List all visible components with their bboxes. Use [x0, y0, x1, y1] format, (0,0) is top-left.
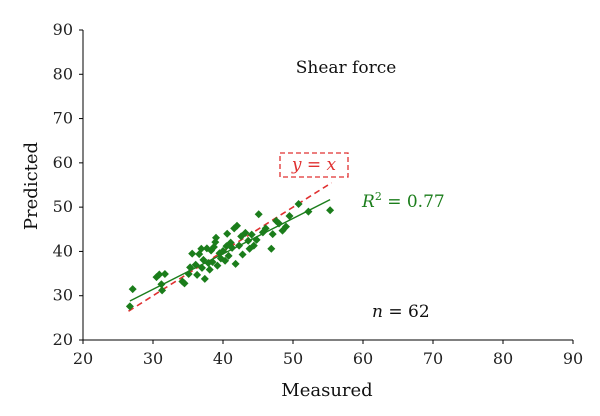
data-point: [213, 261, 222, 270]
data-point: [267, 244, 276, 253]
data-point: [158, 286, 167, 295]
data-point: [197, 244, 206, 253]
x-tick-label: 80: [493, 349, 513, 368]
data-point: [160, 270, 169, 279]
data-point: [261, 224, 270, 233]
y-tick-label: 90: [53, 20, 73, 39]
data-point: [199, 255, 208, 264]
x-axis-title: Measured: [281, 380, 372, 401]
n-symbol: n: [372, 302, 383, 322]
data-point: [128, 285, 137, 294]
data-points: [125, 200, 335, 311]
x-tick-label: 30: [143, 349, 163, 368]
data-point: [219, 246, 227, 255]
y-tick-label: 60: [53, 153, 73, 172]
data-point: [247, 230, 256, 239]
x-tick-label: 70: [423, 349, 443, 368]
y-tick-label: 80: [53, 64, 73, 83]
data-point: [200, 274, 209, 283]
data-point: [155, 270, 164, 279]
data-point: [254, 210, 263, 219]
data-point: [184, 270, 193, 279]
data-point: [228, 243, 237, 252]
data-point: [193, 270, 202, 279]
data-point: [282, 222, 290, 231]
data-point: [125, 302, 134, 311]
data-point: [326, 206, 335, 215]
data-point: [241, 228, 250, 237]
r2-value: = 0.77: [382, 192, 445, 212]
identity-label-box: [279, 152, 349, 178]
data-point: [249, 241, 258, 250]
chart-title: Shear force: [296, 58, 397, 78]
r2-symbol: R: [361, 192, 375, 212]
data-point: [180, 279, 189, 288]
y-tick-label: 70: [53, 109, 73, 128]
data-point: [157, 280, 166, 289]
identity-line-label: y = x: [291, 155, 337, 175]
x-tick-label: 40: [213, 349, 233, 368]
data-point: [238, 250, 247, 259]
data-point: [233, 221, 241, 230]
x-tick-label: 60: [353, 349, 373, 368]
x-tick-label: 20: [73, 349, 93, 368]
data-point: [212, 233, 220, 242]
n-value: = 62: [383, 302, 430, 322]
data-point: [186, 263, 195, 272]
tick-labels: 20 30 40 50 60 70 80 90 20 30 40 50 60 70 80 90: [53, 20, 584, 368]
data-point: [188, 249, 197, 258]
data-point: [224, 251, 233, 260]
data-point: [231, 259, 240, 268]
axes: [82, 30, 573, 341]
data-point: [275, 219, 283, 228]
data-point: [285, 212, 294, 220]
sample-size-label: n = 62: [372, 302, 430, 322]
r2-superscript: 2: [375, 190, 382, 203]
data-point: [294, 200, 303, 209]
data-point: [221, 256, 230, 265]
data-point: [304, 207, 313, 216]
data-point: [268, 230, 277, 239]
r-squared-label: R2 = 0.77: [361, 190, 445, 212]
data-point: [244, 236, 253, 245]
data-point: [208, 258, 217, 267]
y-tick-label: 40: [53, 241, 73, 260]
y-axis-title: Predicted: [21, 142, 42, 230]
y-tick-label: 20: [53, 330, 73, 349]
y-tick-label: 30: [53, 286, 73, 305]
data-point: [235, 241, 244, 250]
data-point: [252, 235, 261, 244]
data-point: [205, 265, 214, 274]
data-point: [191, 260, 200, 269]
y-tick-label: 50: [53, 197, 73, 216]
data-point: [198, 263, 206, 272]
data-point: [223, 229, 232, 238]
x-tick-label: 90: [563, 349, 583, 368]
x-tick-label: 50: [283, 349, 303, 368]
